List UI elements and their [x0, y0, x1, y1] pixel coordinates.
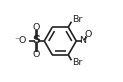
Text: O: O	[33, 50, 40, 59]
Text: O: O	[33, 23, 40, 32]
Text: ⁻O: ⁻O	[15, 36, 27, 45]
Text: N: N	[79, 36, 86, 45]
Text: O: O	[84, 30, 92, 39]
Text: Br: Br	[72, 15, 83, 24]
Text: S: S	[32, 35, 40, 45]
Text: Br: Br	[72, 58, 83, 67]
